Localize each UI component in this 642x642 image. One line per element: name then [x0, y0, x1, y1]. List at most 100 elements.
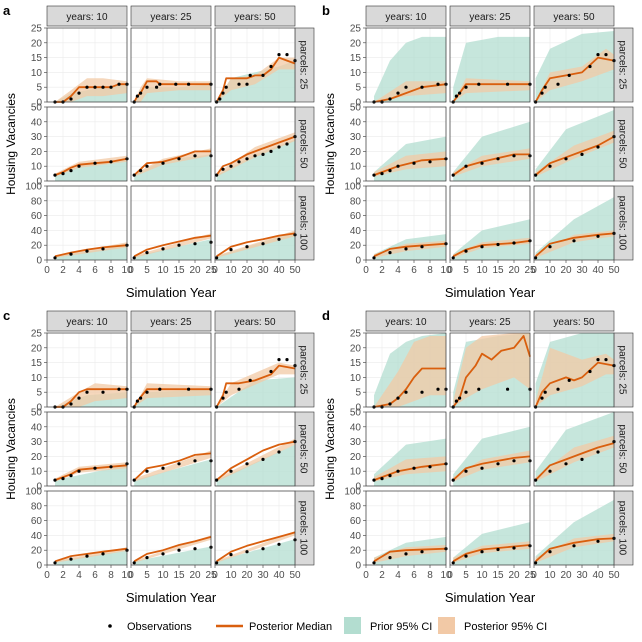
x-tick-label: 10	[121, 265, 133, 276]
observation-point	[372, 478, 376, 482]
observation-point	[588, 369, 592, 374]
col-strip	[214, 310, 296, 332]
legend-prior-ci-key	[344, 617, 361, 634]
x-tick-label: 5	[463, 570, 469, 581]
observation-point	[69, 474, 73, 478]
observation-point	[69, 402, 73, 406]
y-tick-label: 40	[350, 531, 362, 542]
posterior-median-line	[373, 367, 446, 408]
observation-point	[77, 469, 81, 473]
observation-point	[372, 173, 376, 177]
x-tick-label: 8	[108, 265, 114, 276]
facet-cell	[214, 411, 297, 487]
x-tick-label: 20	[560, 265, 572, 276]
observation-point	[534, 173, 538, 177]
observation-point	[451, 173, 455, 177]
facet-border	[449, 411, 531, 487]
observation-point	[221, 167, 225, 171]
observation-point	[596, 450, 600, 454]
row-strip-label: parcels: 25	[298, 346, 309, 395]
observation-point	[512, 546, 516, 550]
observation-point	[245, 245, 249, 249]
x-tick-label: 0	[363, 570, 369, 581]
observation-point	[215, 478, 219, 482]
y-tick-label: 20	[31, 452, 43, 463]
observation-point	[269, 64, 273, 69]
observation-point	[85, 554, 89, 558]
observation-point	[224, 85, 228, 89]
observation-point	[215, 561, 219, 565]
x-tick-label: 0	[128, 570, 134, 581]
observation-point	[53, 478, 57, 482]
observation-point	[436, 387, 440, 391]
y-tick-label: 0	[355, 482, 361, 493]
observation-point	[145, 556, 149, 560]
observation-point	[161, 161, 165, 165]
observation-point	[221, 91, 225, 95]
x-tick-label: 20	[508, 570, 520, 581]
facet-border	[130, 185, 212, 261]
facet-cell	[533, 106, 616, 182]
y-tick-label: 10	[350, 68, 362, 79]
observation-point	[412, 466, 416, 470]
observation-point	[388, 251, 392, 255]
facet-border	[449, 332, 531, 408]
x-tick-label: 4	[76, 265, 82, 276]
panel-c: c Housing Vacancies Simulation Year years: …	[3, 308, 315, 605]
x-tick-label: 40	[273, 570, 285, 581]
observation-point	[117, 82, 121, 86]
facet-border	[365, 27, 447, 103]
y-tick-label: 0	[36, 482, 42, 493]
observation-point	[404, 552, 408, 556]
col-strip-label: years: 25	[150, 12, 192, 23]
observation-point	[564, 157, 568, 161]
observation-point	[588, 64, 592, 69]
x-tick-label: 0	[44, 265, 50, 276]
x-tick-label: 6	[411, 570, 417, 581]
observation-point	[396, 396, 400, 400]
facet-cell	[449, 332, 532, 409]
col-strip-label: years: 50	[553, 317, 595, 328]
x-tick-label: 25	[205, 570, 217, 581]
facet-border	[130, 106, 212, 182]
observation-point	[580, 457, 584, 461]
x-tick-label: 10	[121, 570, 133, 581]
y-tick-label: 60	[31, 211, 43, 222]
row-strip-label: parcels: 50	[298, 425, 309, 474]
prior-ci-band	[134, 459, 211, 486]
facet-cell	[46, 27, 129, 104]
y-tick-label: 15	[350, 358, 362, 369]
y-tick-label: 30	[31, 437, 43, 448]
legend-observations-label: Observations	[127, 621, 192, 633]
observation-point	[145, 390, 149, 394]
observation-point	[145, 164, 149, 168]
observation-point	[77, 91, 81, 95]
posterior-median-line	[373, 157, 447, 176]
col-strip-label: years: 50	[234, 12, 276, 23]
observation-point	[245, 462, 249, 466]
panels: a Housing Vacancies Simulation Year years: …	[3, 3, 634, 605]
x-tick-label: 30	[257, 265, 269, 276]
observation-point	[261, 457, 265, 461]
prior-ci-band	[134, 154, 211, 181]
facet-border	[214, 185, 296, 261]
observation-point	[464, 164, 468, 168]
facet-border	[449, 106, 531, 182]
y-tick-label: 80	[31, 196, 43, 207]
observation-point	[61, 477, 65, 481]
facet-border	[130, 27, 212, 103]
y-tick-label: 25	[350, 24, 362, 35]
facet-cell	[214, 490, 297, 566]
observation-point	[132, 256, 136, 260]
posterior-median-line	[133, 234, 212, 258]
y-tick-label: 0	[36, 561, 42, 572]
observation-point	[388, 474, 392, 478]
facet-cell	[46, 106, 129, 182]
observation-point	[187, 82, 191, 86]
observation-point	[93, 466, 97, 470]
observation-point	[380, 477, 384, 481]
x-tick-label: 6	[92, 570, 98, 581]
observation-point	[69, 97, 73, 101]
observation-point	[477, 82, 481, 86]
legend-prior-ci-label: Prior 95% CI	[370, 621, 432, 633]
